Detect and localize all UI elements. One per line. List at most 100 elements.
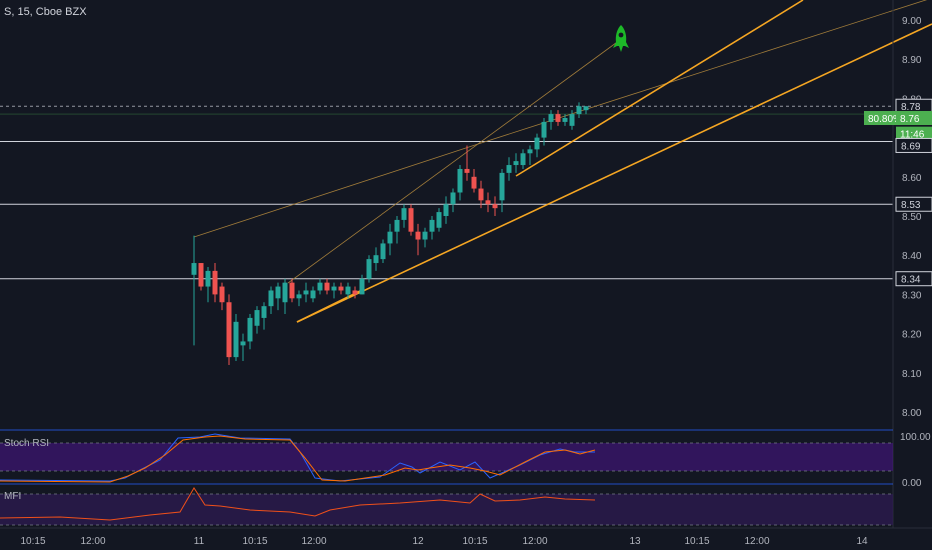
mfi-line bbox=[0, 487, 596, 521]
trend-drawings[interactable] bbox=[193, 0, 932, 323]
channel-upper bbox=[515, 0, 804, 177]
price-tick-label: 8.00 bbox=[902, 408, 922, 419]
candle-body bbox=[275, 286, 281, 299]
candle-body bbox=[219, 286, 225, 303]
candle-body bbox=[226, 302, 232, 358]
price-label-box bbox=[895, 137, 932, 153]
time-tick-label: 10:15 bbox=[242, 536, 267, 547]
candle-body bbox=[380, 243, 386, 260]
candle-body bbox=[289, 282, 295, 299]
time-tick-label: 12:00 bbox=[301, 536, 326, 547]
candle-body bbox=[296, 294, 302, 299]
time-tick-label: 12:00 bbox=[744, 536, 769, 547]
mfi-pane bbox=[0, 487, 932, 529]
candle-body bbox=[520, 153, 526, 166]
candle-body bbox=[331, 286, 337, 291]
price-label-text: 8.34 bbox=[901, 275, 921, 286]
candle-body bbox=[205, 270, 211, 287]
candle-body bbox=[478, 188, 484, 201]
price-badge bbox=[864, 111, 897, 125]
candle-body bbox=[569, 114, 575, 126]
price-tick-label: 8.20 bbox=[902, 330, 922, 341]
stoch-axis-0: 0.00 bbox=[902, 478, 922, 489]
symbol-title[interactable]: S, 15, Cboe BZX bbox=[4, 6, 87, 18]
price-label-box bbox=[895, 196, 932, 212]
stoch-rsi-pane: 100.00 0.00 bbox=[0, 429, 931, 489]
candle-body bbox=[303, 290, 309, 295]
candle-body bbox=[324, 282, 330, 291]
trend-line-upper bbox=[193, 144, 476, 238]
price-axis[interactable]: 9.008.908.808.708.608.508.408.308.208.10… bbox=[864, 0, 932, 528]
candle-body bbox=[338, 286, 344, 291]
channel-start bbox=[296, 289, 363, 323]
candle-body bbox=[541, 121, 547, 138]
price-badge-text: 8.76 bbox=[900, 114, 920, 125]
price-tick-label: 9.00 bbox=[902, 16, 922, 27]
candle-body bbox=[450, 192, 456, 205]
price-tick-label: 8.90 bbox=[902, 55, 922, 66]
mfi-label[interactable]: MFI bbox=[4, 491, 22, 502]
candle-body bbox=[387, 231, 393, 244]
price-badge bbox=[896, 111, 932, 125]
candle-body bbox=[240, 341, 246, 346]
rocket-icon bbox=[613, 25, 629, 52]
price-label-text: 8.78 bbox=[901, 102, 921, 113]
candle-body bbox=[562, 118, 568, 122]
price-badge bbox=[896, 126, 932, 141]
candle-body bbox=[506, 165, 512, 173]
time-tick-label: 10:15 bbox=[684, 536, 709, 547]
candle-body bbox=[247, 317, 253, 342]
candle-body bbox=[576, 106, 582, 115]
time-tick-label: 10:15 bbox=[20, 536, 45, 547]
candle-body bbox=[261, 306, 267, 318]
candle-body bbox=[317, 282, 323, 291]
price-badge-text: 80.80% bbox=[868, 114, 902, 125]
candle-body bbox=[548, 114, 554, 122]
candle-body bbox=[527, 149, 533, 154]
candle-body bbox=[282, 282, 288, 303]
stoch-band bbox=[0, 443, 893, 471]
candle-body bbox=[268, 290, 274, 307]
stoch-rsi-label[interactable]: Stoch RSI bbox=[4, 438, 50, 449]
candle-body bbox=[534, 137, 540, 150]
candle-body bbox=[366, 259, 372, 279]
candle-body bbox=[485, 200, 491, 205]
time-tick-label: 13 bbox=[629, 536, 641, 547]
time-tick-label: 10:15 bbox=[462, 536, 487, 547]
candle-body bbox=[394, 219, 400, 232]
candle-body bbox=[254, 310, 260, 326]
time-tick-label: 12:00 bbox=[522, 536, 547, 547]
time-tick-label: 11 bbox=[194, 536, 205, 547]
price-tick-label: 8.60 bbox=[902, 173, 922, 184]
time-tick-label: 14 bbox=[856, 536, 868, 547]
candle-body bbox=[359, 278, 365, 295]
price-badge-text: 11:46 bbox=[900, 130, 925, 141]
channel-lower bbox=[296, 23, 932, 323]
candle-body bbox=[429, 219, 435, 232]
price-tick-label: 8.30 bbox=[902, 290, 922, 301]
price-tick-label: 8.10 bbox=[902, 369, 922, 380]
candle-body bbox=[471, 176, 477, 189]
candle-body bbox=[422, 231, 428, 240]
candles bbox=[191, 102, 589, 365]
trend-line-steep bbox=[287, 39, 621, 284]
candle-body bbox=[345, 286, 351, 295]
candle-body bbox=[401, 208, 407, 220]
candle-body bbox=[212, 270, 218, 295]
candle-body bbox=[457, 168, 463, 193]
candle-body bbox=[310, 290, 316, 299]
time-tick-label: 12:00 bbox=[80, 536, 105, 547]
price-label-box bbox=[895, 271, 932, 287]
stoch-axis-100: 100.00 bbox=[900, 432, 931, 443]
candle-body bbox=[436, 212, 442, 228]
candle-body bbox=[464, 168, 470, 173]
price-tick-label: 8.40 bbox=[902, 251, 922, 262]
candle-body bbox=[555, 114, 561, 122]
time-axis[interactable]: 10:15 12:00 11 10:15 12:00 12 10:15 12:00 13 10:1… bbox=[20, 536, 868, 547]
price-label-text: 8.69 bbox=[901, 141, 921, 152]
candle-body bbox=[233, 321, 239, 358]
candle-body bbox=[415, 231, 421, 240]
candle-body bbox=[443, 204, 449, 216]
candle-body bbox=[352, 290, 358, 295]
